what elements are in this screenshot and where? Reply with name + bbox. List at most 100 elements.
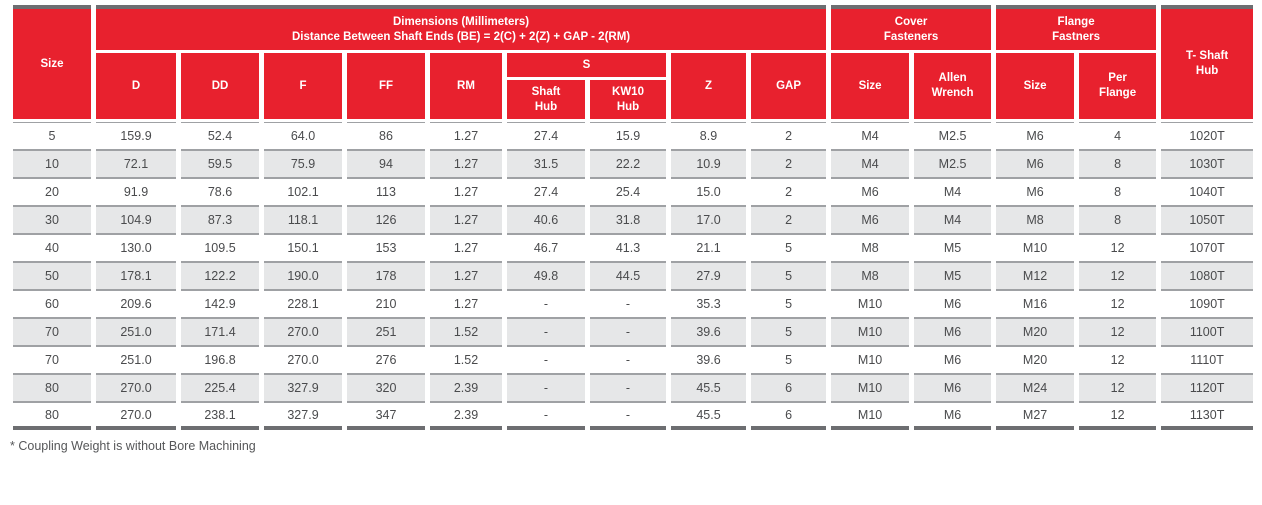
- table-cell: 1070T: [1161, 234, 1254, 262]
- table-cell: 190.0: [264, 262, 342, 290]
- column-header-kw10-hub: KW10 Hub: [590, 80, 666, 122]
- column-header-d: D: [96, 53, 176, 122]
- table-cell: 41.3: [590, 234, 666, 262]
- table-cell: M6: [996, 150, 1075, 178]
- table-cell: 126: [347, 206, 425, 234]
- column-header-f: F: [264, 53, 342, 122]
- table-cell: 1080T: [1161, 262, 1254, 290]
- table-cell: 78.6: [181, 178, 259, 206]
- table-cell: 1.52: [430, 318, 502, 346]
- table-cell: 49.8: [507, 262, 585, 290]
- table-cell: 8.9: [671, 122, 746, 150]
- table-cell: 70: [13, 346, 91, 374]
- column-group-cover-fasteners: Cover Fasteners: [831, 5, 992, 53]
- table-cell: M10: [996, 234, 1075, 262]
- table-cell: 2.39: [430, 374, 502, 402]
- table-cell: 153: [347, 234, 425, 262]
- table-cell: 2: [751, 206, 827, 234]
- table-cell: M6: [914, 346, 992, 374]
- table-cell: 102.1: [264, 178, 342, 206]
- table-cell: 52.4: [181, 122, 259, 150]
- table-cell: -: [590, 318, 666, 346]
- table-cell: 44.5: [590, 262, 666, 290]
- table-cell: 225.4: [181, 374, 259, 402]
- table-cell: 1.27: [430, 178, 502, 206]
- table-cell: 1.27: [430, 206, 502, 234]
- table-cell: 27.4: [507, 122, 585, 150]
- table-cell: 75.9: [264, 150, 342, 178]
- table-cell: 1130T: [1161, 402, 1254, 430]
- table-cell: 142.9: [181, 290, 259, 318]
- table-row: 70 251.0 196.8 270.0 276 1.52- -39.6 5 M10 M6 M20 1…: [13, 346, 1254, 374]
- table-cell: 327.9: [264, 374, 342, 402]
- table-cell: 276: [347, 346, 425, 374]
- table-cell: M4: [831, 150, 910, 178]
- table-cell: 1.27: [430, 234, 502, 262]
- column-header-shaft-hub: Shaft Hub: [507, 80, 585, 122]
- table-cell: 238.1: [181, 402, 259, 430]
- table-cell: 251.0: [96, 318, 176, 346]
- table-cell: 150.1: [264, 234, 342, 262]
- table-cell: 21.1: [671, 234, 746, 262]
- table-row: 80 270.0 238.1 327.9 347 2.39- -45.5 6 M10 M6 M27 1…: [13, 402, 1254, 430]
- table-cell: 251.0: [96, 346, 176, 374]
- table-cell: -: [590, 374, 666, 402]
- table-cell: M2.5: [914, 122, 992, 150]
- table-cell: 6: [751, 374, 827, 402]
- table-cell: 91.9: [96, 178, 176, 206]
- table-cell: 80: [13, 402, 91, 430]
- table-cell: 1.27: [430, 290, 502, 318]
- table-cell: M6: [831, 206, 910, 234]
- table-cell: M20: [996, 346, 1075, 374]
- table-row: 10 72.1 59.5 75.9 94 1.27 31.5 22.2 10.9 2 M4 M2.5 M…: [13, 150, 1254, 178]
- column-header-size: Size: [13, 5, 91, 122]
- table-cell: 59.5: [181, 150, 259, 178]
- table-cell: 5: [751, 290, 827, 318]
- table-cell: -: [507, 346, 585, 374]
- table-cell: M4: [914, 178, 992, 206]
- table-cell: M5: [914, 262, 992, 290]
- table-cell: 86: [347, 122, 425, 150]
- table-cell: 30: [13, 206, 91, 234]
- table-cell: 4: [1079, 122, 1157, 150]
- table-cell: 12: [1079, 262, 1157, 290]
- table-cell: M20: [996, 318, 1075, 346]
- table-cell: 64.0: [264, 122, 342, 150]
- coupling-dimensions-table: Size Dimensions (Millimeters) Distance B…: [8, 5, 1258, 430]
- table-cell: M8: [831, 234, 910, 262]
- table-cell: -: [590, 402, 666, 430]
- table-cell: -: [507, 374, 585, 402]
- table-cell: 87.3: [181, 206, 259, 234]
- table-cell: M6: [996, 122, 1075, 150]
- column-group-s: S: [507, 53, 666, 80]
- table-cell: 1120T: [1161, 374, 1254, 402]
- table-cell: -: [590, 346, 666, 374]
- table-cell: M6: [914, 402, 992, 430]
- table-cell: 10: [13, 150, 91, 178]
- column-header-z: Z: [671, 53, 746, 122]
- table-cell: 8: [1079, 150, 1157, 178]
- table-row: 60 209.6 142.9 228.1 210 1.27- -35.3 5 M10 M6 M16 1…: [13, 290, 1254, 318]
- table-cell: M24: [996, 374, 1075, 402]
- footnote: * Coupling Weight is without Bore Machin…: [10, 439, 256, 453]
- table-cell: M6: [914, 374, 992, 402]
- table-cell: 80: [13, 374, 91, 402]
- table-cell: M27: [996, 402, 1075, 430]
- table-cell: -: [507, 318, 585, 346]
- table-cell: 20: [13, 178, 91, 206]
- table-cell: 31.5: [507, 150, 585, 178]
- table-cell: 6: [751, 402, 827, 430]
- table-cell: 12: [1079, 346, 1157, 374]
- table-cell: M10: [831, 402, 910, 430]
- table-cell: M4: [831, 122, 910, 150]
- table-row: 70 251.0 171.4 270.0 251 1.52- -39.6 5 M10 M6 M20 1…: [13, 318, 1254, 346]
- table-cell: 270.0: [96, 402, 176, 430]
- column-header-gap: GAP: [751, 53, 827, 122]
- table-cell: 130.0: [96, 234, 176, 262]
- table-header: Size Dimensions (Millimeters) Distance B…: [13, 5, 1254, 122]
- table-cell: 72.1: [96, 150, 176, 178]
- table-cell: 12: [1079, 290, 1157, 318]
- column-group-flange-fastners: Flange Fastners: [996, 5, 1157, 53]
- column-header-rm: RM: [430, 53, 502, 122]
- table-cell: M6: [996, 178, 1075, 206]
